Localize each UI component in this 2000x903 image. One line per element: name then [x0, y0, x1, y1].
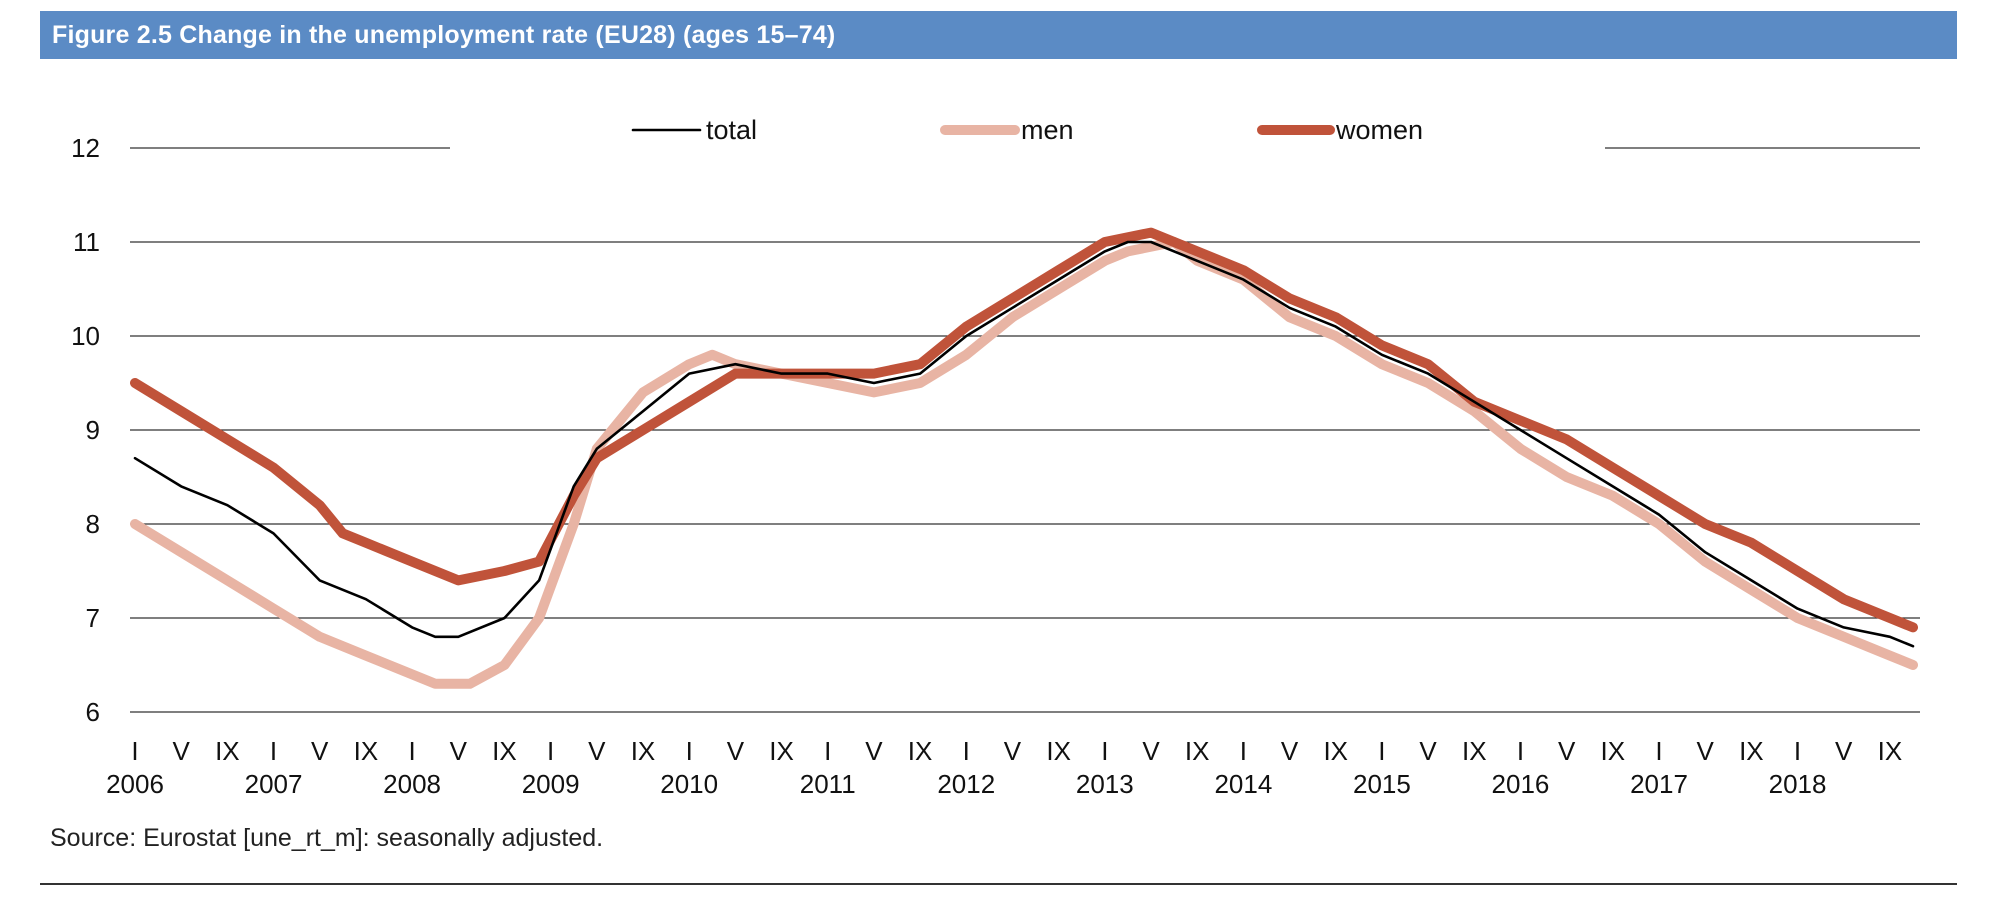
- figure-title: Figure 2.5 Change in the unemployment ra…: [40, 11, 1957, 59]
- x-tick-label: I: [1794, 736, 1801, 766]
- x-tick-label: I: [1655, 736, 1662, 766]
- x-tick-label: IX: [908, 736, 933, 766]
- x-tick-label: I: [131, 736, 138, 766]
- x-tick-label: V: [1697, 736, 1715, 766]
- x-tick-label: V: [1004, 736, 1022, 766]
- x-tick-label: I: [686, 736, 693, 766]
- legend-label-total: total: [706, 115, 757, 145]
- x-tick-label: IX: [354, 736, 379, 766]
- x-tick-label: V: [588, 736, 606, 766]
- x-year-label: 2017: [1630, 769, 1688, 799]
- legend-label-men: men: [1021, 115, 1074, 145]
- x-tick-label: V: [727, 736, 745, 766]
- x-tick-label: V: [1142, 736, 1160, 766]
- source-note: Source: Eurostat [une_rt_m]: seasonally …: [50, 824, 604, 852]
- x-year-label: 2013: [1076, 769, 1134, 799]
- x-year-label: 2009: [522, 769, 580, 799]
- x-tick-label: IX: [769, 736, 794, 766]
- x-year-label: 2008: [383, 769, 441, 799]
- x-tick-label: V: [1558, 736, 1576, 766]
- x-tick-label: V: [311, 736, 329, 766]
- x-year-label: 2010: [660, 769, 718, 799]
- y-tick-label: 8: [86, 509, 100, 539]
- x-tick-label: I: [824, 736, 831, 766]
- x-tick-label: IX: [1323, 736, 1348, 766]
- y-tick-label: 12: [71, 133, 100, 163]
- legend: total men women: [631, 115, 1423, 145]
- x-year-label: 2018: [1769, 769, 1827, 799]
- x-year-label: 2015: [1353, 769, 1411, 799]
- x-tick-label: I: [547, 736, 554, 766]
- y-tick-label: 6: [86, 697, 100, 727]
- x-tick-label: IX: [1878, 736, 1903, 766]
- x-tick-label: IX: [1046, 736, 1071, 766]
- x-tick-label: IX: [492, 736, 517, 766]
- series-line-women: [130, 227, 1918, 633]
- y-tick-label: 9: [86, 415, 100, 445]
- x-tick-label: IX: [215, 736, 240, 766]
- x-tick-label: V: [450, 736, 468, 766]
- x-tick-label: IX: [1739, 736, 1764, 766]
- series-lines: [130, 227, 1918, 689]
- x-tick-label: I: [963, 736, 970, 766]
- x-tick-label: I: [1378, 736, 1385, 766]
- y-axis: 6 7 8 9 10 11 12: [71, 133, 100, 727]
- x-tick-label: V: [865, 736, 883, 766]
- x-year-label: 2011: [800, 769, 856, 799]
- y-tick-label: 11: [73, 227, 100, 257]
- x-tick-label: V: [1281, 736, 1299, 766]
- x-year-label: 2012: [937, 769, 995, 799]
- x-tick-label: IX: [631, 736, 656, 766]
- y-tick-label: 7: [86, 603, 100, 633]
- gridlines: [130, 147, 1920, 713]
- x-tick-label: V: [1835, 736, 1853, 766]
- x-tick-label: IX: [1462, 736, 1487, 766]
- x-year-label: 2014: [1214, 769, 1272, 799]
- x-tick-label: I: [1517, 736, 1524, 766]
- x-tick-label: I: [1240, 736, 1247, 766]
- x-tick-label: I: [270, 736, 277, 766]
- bottom-divider: [40, 883, 1957, 885]
- x-year-label: 2016: [1492, 769, 1550, 799]
- x-year-label: 2006: [106, 769, 164, 799]
- legend-label-women: women: [1335, 115, 1423, 145]
- x-tick-label: I: [1101, 736, 1108, 766]
- x-year-label: 2007: [245, 769, 303, 799]
- series-line-men: [130, 237, 1918, 689]
- x-tick-label: V: [1419, 736, 1437, 766]
- x-tick-label: IX: [1601, 736, 1626, 766]
- x-tick-label: V: [173, 736, 191, 766]
- x-tick-label: IX: [1185, 736, 1210, 766]
- y-tick-label: 10: [71, 321, 100, 351]
- x-tick-label: I: [408, 736, 415, 766]
- series-line-total: [133, 240, 1915, 648]
